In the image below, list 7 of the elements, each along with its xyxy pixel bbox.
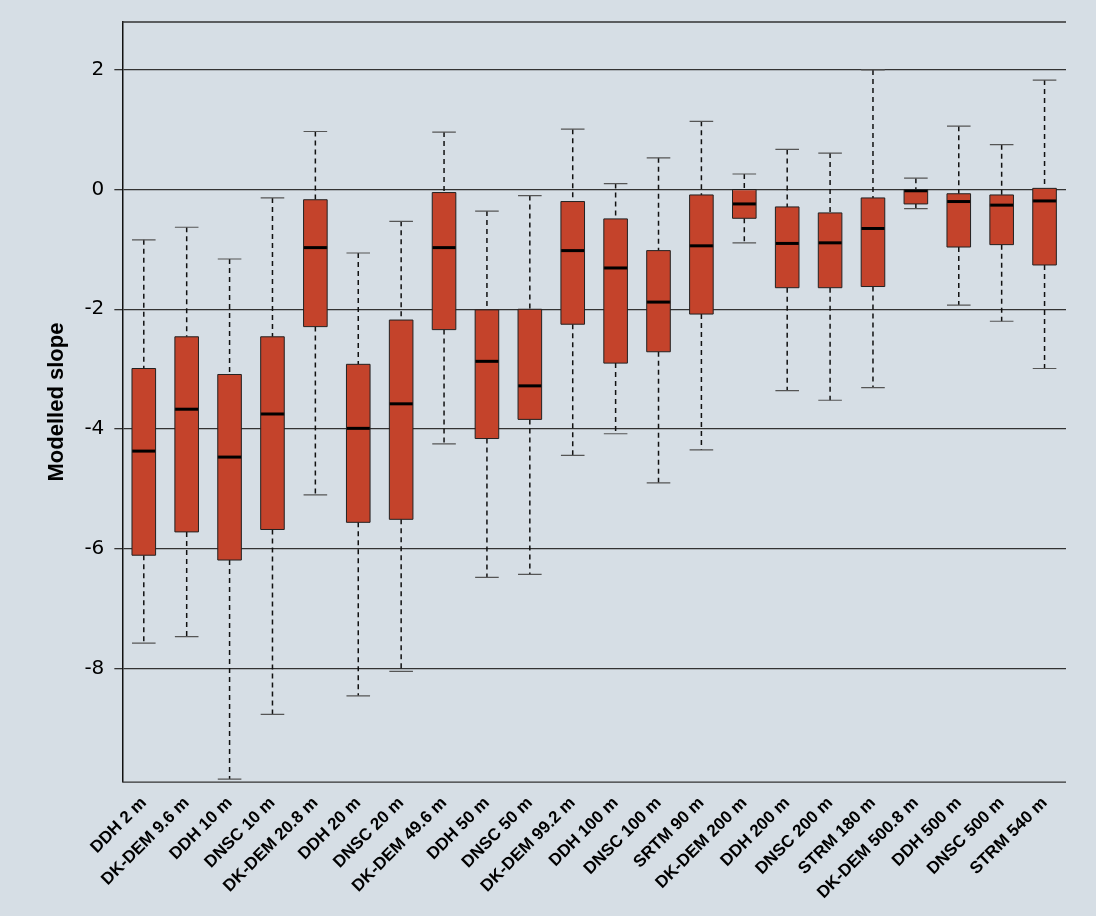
y-tick-label: -6 [84,534,105,559]
y-axis-title: Modelled slope [43,322,69,482]
y-tick-label: -4 [84,415,105,440]
y-tick-label: 2 [91,56,105,81]
y-tick-label: -2 [84,295,105,320]
y-tick-label: -8 [84,654,105,679]
y-tick-label: 0 [91,175,105,200]
